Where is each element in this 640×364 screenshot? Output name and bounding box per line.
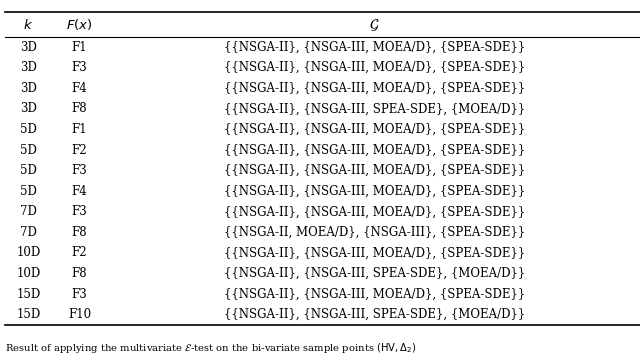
Text: {{NSGA-II}, {NSGA-III, SPEA-SDE}, {MOEA/D}}: {{NSGA-II}, {NSGA-III, SPEA-SDE}, {MOEA/… — [223, 102, 525, 115]
Text: 3D: 3D — [20, 61, 37, 74]
Text: F8: F8 — [72, 226, 87, 239]
Text: 10D: 10D — [17, 267, 40, 280]
Text: F3: F3 — [72, 288, 87, 301]
Text: 5D: 5D — [20, 123, 37, 136]
Text: F4: F4 — [72, 185, 87, 198]
Text: {{NSGA-II}, {NSGA-III, MOEA/D}, {SPEA-SDE}}: {{NSGA-II}, {NSGA-III, MOEA/D}, {SPEA-SD… — [223, 143, 525, 157]
Text: {{NSGA-II}, {NSGA-III, MOEA/D}, {SPEA-SDE}}: {{NSGA-II}, {NSGA-III, MOEA/D}, {SPEA-SD… — [223, 246, 525, 260]
Text: {{NSGA-II}, {NSGA-III, MOEA/D}, {SPEA-SDE}}: {{NSGA-II}, {NSGA-III, MOEA/D}, {SPEA-SD… — [223, 288, 525, 301]
Text: F8: F8 — [72, 267, 87, 280]
Text: 5D: 5D — [20, 164, 37, 177]
Text: {{NSGA-II}, {NSGA-III, MOEA/D}, {SPEA-SDE}}: {{NSGA-II}, {NSGA-III, MOEA/D}, {SPEA-SD… — [223, 40, 525, 54]
Text: F4: F4 — [72, 82, 87, 95]
Text: 3D: 3D — [20, 102, 37, 115]
Text: {{NSGA-II}, {NSGA-III, MOEA/D}, {SPEA-SDE}}: {{NSGA-II}, {NSGA-III, MOEA/D}, {SPEA-SD… — [223, 205, 525, 218]
Text: F1: F1 — [72, 123, 87, 136]
Text: F1: F1 — [72, 40, 87, 54]
Text: {{NSGA-II}, {NSGA-III, MOEA/D}, {SPEA-SDE}}: {{NSGA-II}, {NSGA-III, MOEA/D}, {SPEA-SD… — [223, 123, 525, 136]
Text: {{NSGA-II}, {NSGA-III, MOEA/D}, {SPEA-SDE}}: {{NSGA-II}, {NSGA-III, MOEA/D}, {SPEA-SD… — [223, 164, 525, 177]
Text: {{NSGA-II}, {NSGA-III, MOEA/D}, {SPEA-SDE}}: {{NSGA-II}, {NSGA-III, MOEA/D}, {SPEA-SD… — [223, 185, 525, 198]
Text: F3: F3 — [72, 205, 87, 218]
Text: {{NSGA-II}, {NSGA-III, SPEA-SDE}, {MOEA/D}}: {{NSGA-II}, {NSGA-III, SPEA-SDE}, {MOEA/… — [223, 308, 525, 321]
Text: {{NSGA-II}, {NSGA-III, MOEA/D}, {SPEA-SDE}}: {{NSGA-II}, {NSGA-III, MOEA/D}, {SPEA-SD… — [223, 61, 525, 74]
Text: Result of applying the multivariate $\mathcal{E}$-test on the bi-variate sample : Result of applying the multivariate $\ma… — [4, 341, 416, 355]
Text: F2: F2 — [72, 246, 87, 260]
Text: F3: F3 — [72, 61, 87, 74]
Text: F8: F8 — [72, 102, 87, 115]
Text: 7D: 7D — [20, 205, 37, 218]
Text: $\mathcal{G}$: $\mathcal{G}$ — [369, 16, 380, 32]
Text: 15D: 15D — [17, 288, 40, 301]
Text: F3: F3 — [72, 164, 87, 177]
Text: 5D: 5D — [20, 185, 37, 198]
Text: F2: F2 — [72, 143, 87, 157]
Text: {{NSGA-II}, {NSGA-III, SPEA-SDE}, {MOEA/D}}: {{NSGA-II}, {NSGA-III, SPEA-SDE}, {MOEA/… — [223, 267, 525, 280]
Text: 7D: 7D — [20, 226, 37, 239]
Text: 3D: 3D — [20, 82, 37, 95]
Text: $k$: $k$ — [24, 17, 33, 32]
Text: 10D: 10D — [17, 246, 40, 260]
Text: 15D: 15D — [17, 308, 40, 321]
Text: {{NSGA-II, MOEA/D}, {NSGA-III}, {SPEA-SDE}}: {{NSGA-II, MOEA/D}, {NSGA-III}, {SPEA-SD… — [223, 226, 525, 239]
Text: $F(x)$: $F(x)$ — [66, 17, 93, 32]
Text: {{NSGA-II}, {NSGA-III, MOEA/D}, {SPEA-SDE}}: {{NSGA-II}, {NSGA-III, MOEA/D}, {SPEA-SD… — [223, 82, 525, 95]
Text: 3D: 3D — [20, 40, 37, 54]
Text: F10: F10 — [68, 308, 91, 321]
Text: 5D: 5D — [20, 143, 37, 157]
